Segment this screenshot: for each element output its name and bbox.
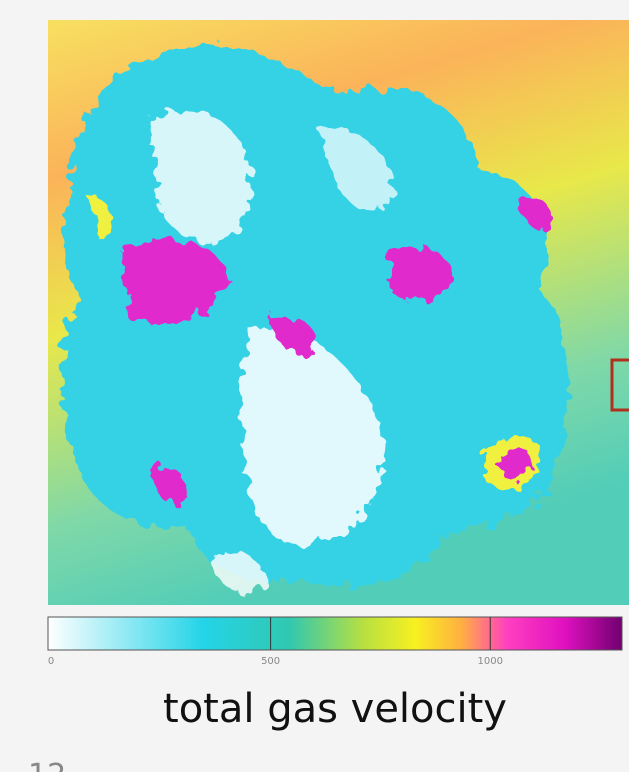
colorbar <box>48 617 622 650</box>
colorbar-tick-label: 0 <box>48 656 54 667</box>
simulation-image <box>48 20 629 605</box>
colorbar-tick-label: 1000 <box>478 656 503 667</box>
slide: total gas velocity 12 0 500 1000 <box>0 0 629 772</box>
slide-number: 12 <box>28 758 66 772</box>
colorbar-tick-label: 500 <box>261 656 280 667</box>
caption: total gas velocity <box>163 686 507 732</box>
